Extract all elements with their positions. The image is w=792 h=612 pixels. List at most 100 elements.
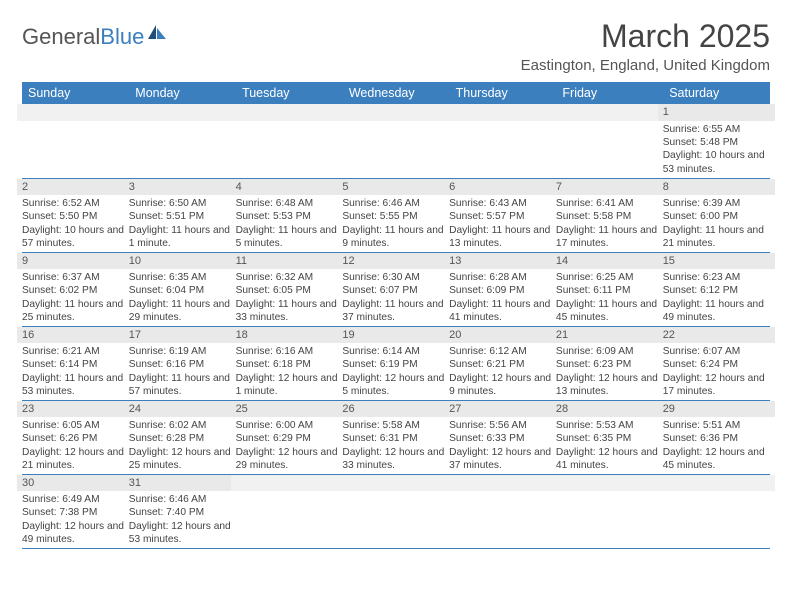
day-number bbox=[337, 475, 454, 492]
sunset-text: Sunset: 6:36 PM bbox=[663, 432, 770, 445]
calendar-day-cell: 12Sunrise: 6:30 AMSunset: 6:07 PMDayligh… bbox=[342, 252, 449, 326]
sunrise-text: Sunrise: 6:02 AM bbox=[129, 419, 236, 432]
day-number: 4 bbox=[231, 179, 348, 196]
calendar-day-cell: 28Sunrise: 5:53 AMSunset: 6:35 PMDayligh… bbox=[556, 400, 663, 474]
sunrise-text: Sunrise: 6:43 AM bbox=[449, 197, 556, 210]
daylight-text: Daylight: 11 hours and 49 minutes. bbox=[663, 298, 770, 325]
calendar-day-cell: 9Sunrise: 6:37 AMSunset: 6:02 PMDaylight… bbox=[22, 252, 129, 326]
sunrise-text: Sunrise: 6:25 AM bbox=[556, 271, 663, 284]
daylight-text: Daylight: 12 hours and 49 minutes. bbox=[22, 520, 129, 547]
sunrise-text: Sunrise: 6:37 AM bbox=[22, 271, 129, 284]
sunrise-text: Sunrise: 6:05 AM bbox=[22, 419, 129, 432]
calendar-day-cell: 3Sunrise: 6:50 AMSunset: 5:51 PMDaylight… bbox=[129, 178, 236, 252]
sunrise-text: Sunrise: 6:49 AM bbox=[22, 493, 129, 506]
sunrise-text: Sunrise: 6:07 AM bbox=[663, 345, 770, 358]
day-number: 28 bbox=[551, 401, 668, 418]
sunset-text: Sunset: 5:57 PM bbox=[449, 210, 556, 223]
daylight-text: Daylight: 11 hours and 53 minutes. bbox=[22, 372, 129, 399]
calendar-day-cell: 31Sunrise: 6:46 AMSunset: 7:40 PMDayligh… bbox=[129, 474, 236, 548]
day-number: 8 bbox=[658, 179, 775, 196]
day-number: 2 bbox=[17, 179, 134, 196]
day-number: 26 bbox=[337, 401, 454, 418]
calendar-day-cell: 13Sunrise: 6:28 AMSunset: 6:09 PMDayligh… bbox=[449, 252, 556, 326]
day-number bbox=[551, 104, 668, 121]
day-number: 25 bbox=[231, 401, 348, 418]
sunrise-text: Sunrise: 6:14 AM bbox=[342, 345, 449, 358]
sunset-text: Sunset: 5:51 PM bbox=[129, 210, 236, 223]
daylight-text: Daylight: 10 hours and 57 minutes. bbox=[22, 224, 129, 251]
daylight-text: Daylight: 12 hours and 29 minutes. bbox=[236, 446, 343, 473]
calendar-empty-cell bbox=[556, 474, 663, 548]
day-number: 12 bbox=[337, 253, 454, 270]
sunset-text: Sunset: 6:14 PM bbox=[22, 358, 129, 371]
day-number: 20 bbox=[444, 327, 561, 344]
calendar-week-row: 1Sunrise: 6:55 AMSunset: 5:48 PMDaylight… bbox=[22, 104, 770, 178]
calendar-day-cell: 7Sunrise: 6:41 AMSunset: 5:58 PMDaylight… bbox=[556, 178, 663, 252]
sunrise-text: Sunrise: 5:58 AM bbox=[342, 419, 449, 432]
location-text: Eastington, England, United Kingdom bbox=[521, 57, 770, 74]
calendar-day-cell: 29Sunrise: 5:51 AMSunset: 6:36 PMDayligh… bbox=[663, 400, 770, 474]
sunrise-text: Sunrise: 6:48 AM bbox=[236, 197, 343, 210]
day-number: 17 bbox=[124, 327, 241, 344]
sunrise-text: Sunrise: 6:55 AM bbox=[663, 123, 770, 136]
day-number: 18 bbox=[231, 327, 348, 344]
logo-text: GeneralBlue bbox=[22, 24, 144, 50]
logo-sail-icon bbox=[146, 23, 168, 48]
day-number: 31 bbox=[124, 475, 241, 492]
daylight-text: Daylight: 12 hours and 1 minute. bbox=[236, 372, 343, 399]
sunrise-text: Sunrise: 6:21 AM bbox=[22, 345, 129, 358]
sunset-text: Sunset: 7:40 PM bbox=[129, 506, 236, 519]
daylight-text: Daylight: 11 hours and 25 minutes. bbox=[22, 298, 129, 325]
daylight-text: Daylight: 11 hours and 9 minutes. bbox=[342, 224, 449, 251]
day-number: 27 bbox=[444, 401, 561, 418]
calendar-empty-cell bbox=[449, 474, 556, 548]
daylight-text: Daylight: 11 hours and 5 minutes. bbox=[236, 224, 343, 251]
daylight-text: Daylight: 12 hours and 5 minutes. bbox=[342, 372, 449, 399]
calendar-empty-cell bbox=[22, 104, 129, 178]
sunrise-text: Sunrise: 5:53 AM bbox=[556, 419, 663, 432]
daylight-text: Daylight: 11 hours and 21 minutes. bbox=[663, 224, 770, 251]
sunrise-text: Sunrise: 6:19 AM bbox=[129, 345, 236, 358]
sunset-text: Sunset: 6:09 PM bbox=[449, 284, 556, 297]
daylight-text: Daylight: 12 hours and 25 minutes. bbox=[129, 446, 236, 473]
calendar-week-row: 9Sunrise: 6:37 AMSunset: 6:02 PMDaylight… bbox=[22, 252, 770, 326]
weekday-header: Tuesday bbox=[236, 82, 343, 104]
sunrise-text: Sunrise: 6:32 AM bbox=[236, 271, 343, 284]
daylight-text: Daylight: 11 hours and 29 minutes. bbox=[129, 298, 236, 325]
day-number bbox=[231, 475, 348, 492]
sunrise-text: Sunrise: 6:16 AM bbox=[236, 345, 343, 358]
day-number: 23 bbox=[17, 401, 134, 418]
calendar-day-cell: 26Sunrise: 5:58 AMSunset: 6:31 PMDayligh… bbox=[342, 400, 449, 474]
sunrise-text: Sunrise: 6:30 AM bbox=[342, 271, 449, 284]
calendar-day-cell: 4Sunrise: 6:48 AMSunset: 5:53 PMDaylight… bbox=[236, 178, 343, 252]
daylight-text: Daylight: 12 hours and 37 minutes. bbox=[449, 446, 556, 473]
day-number: 16 bbox=[17, 327, 134, 344]
day-number bbox=[444, 475, 561, 492]
sunrise-text: Sunrise: 5:51 AM bbox=[663, 419, 770, 432]
sunset-text: Sunset: 6:12 PM bbox=[663, 284, 770, 297]
day-number: 9 bbox=[17, 253, 134, 270]
daylight-text: Daylight: 12 hours and 9 minutes. bbox=[449, 372, 556, 399]
title-block: March 2025 Eastington, England, United K… bbox=[521, 18, 770, 74]
sunrise-text: Sunrise: 6:52 AM bbox=[22, 197, 129, 210]
calendar-empty-cell bbox=[342, 474, 449, 548]
calendar-empty-cell bbox=[236, 104, 343, 178]
calendar-day-cell: 8Sunrise: 6:39 AMSunset: 6:00 PMDaylight… bbox=[663, 178, 770, 252]
sunset-text: Sunset: 6:21 PM bbox=[449, 358, 556, 371]
sunset-text: Sunset: 6:07 PM bbox=[342, 284, 449, 297]
calendar-body: 1Sunrise: 6:55 AMSunset: 5:48 PMDaylight… bbox=[22, 104, 770, 548]
calendar-empty-cell bbox=[449, 104, 556, 178]
day-number: 11 bbox=[231, 253, 348, 270]
daylight-text: Daylight: 12 hours and 41 minutes. bbox=[556, 446, 663, 473]
logo: GeneralBlue bbox=[22, 24, 168, 50]
day-number bbox=[231, 104, 348, 121]
daylight-text: Daylight: 11 hours and 33 minutes. bbox=[236, 298, 343, 325]
daylight-text: Daylight: 12 hours and 17 minutes. bbox=[663, 372, 770, 399]
calendar-day-cell: 21Sunrise: 6:09 AMSunset: 6:23 PMDayligh… bbox=[556, 326, 663, 400]
calendar-day-cell: 24Sunrise: 6:02 AMSunset: 6:28 PMDayligh… bbox=[129, 400, 236, 474]
sunrise-text: Sunrise: 6:28 AM bbox=[449, 271, 556, 284]
weekday-header: Friday bbox=[556, 82, 663, 104]
sunrise-text: Sunrise: 6:41 AM bbox=[556, 197, 663, 210]
day-number bbox=[658, 475, 775, 492]
header: GeneralBlue March 2025 Eastington, Engla… bbox=[22, 18, 770, 74]
